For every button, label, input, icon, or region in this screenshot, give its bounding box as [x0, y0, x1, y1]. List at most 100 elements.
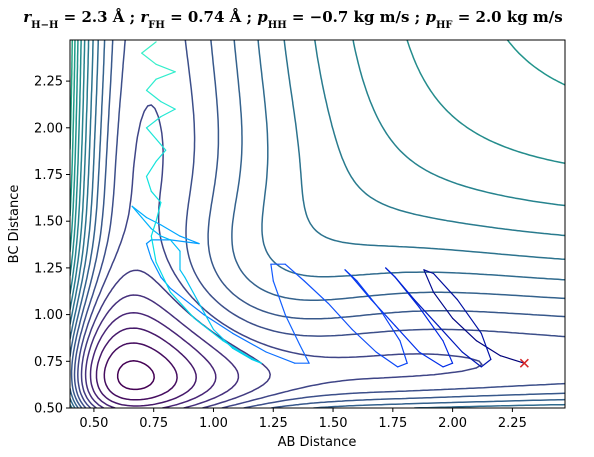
trajectory-segment — [145, 78, 157, 92]
chart-title: rH−H = 2.3 Å ; rFH = 0.74 Å ; pHH = −0.7… — [23, 8, 562, 31]
trajectory-segment — [160, 235, 171, 241]
trajectory-segment — [385, 267, 396, 278]
trajectory-segment — [145, 239, 152, 245]
contour-level-11 — [70, 40, 565, 408]
trajectory-segment — [179, 269, 186, 278]
trajectory-segment — [442, 340, 454, 364]
contour-lines — [70, 40, 565, 408]
trajectory-segment — [145, 160, 157, 177]
y-tick-label: 1.00 — [34, 308, 63, 323]
y-axis: 0.50 0.75 1.00 1.25 1.50 1.75 2.00 2.25 — [34, 75, 70, 417]
trajectory-segment — [246, 355, 262, 364]
trajectory-segment — [399, 340, 408, 364]
trajectory-segment — [193, 317, 224, 342]
contour-level-3 — [89, 312, 217, 408]
x-tick-label: 0.50 — [79, 416, 108, 431]
x-tick-label: 1.25 — [259, 416, 288, 431]
x-axis-label: AB Distance — [278, 435, 357, 450]
x-tick-label: 1.00 — [199, 416, 228, 431]
trajectory-segment — [270, 263, 274, 282]
contour-level-6 — [77, 104, 483, 408]
trajectory-segment — [150, 220, 157, 237]
trajectory-segment — [265, 351, 296, 364]
trajectory-segment — [432, 291, 454, 319]
trajectory-segment — [198, 302, 215, 331]
trajectory-segment — [499, 355, 525, 364]
trajectory-segment — [141, 52, 157, 65]
trajectory-segment — [351, 328, 377, 353]
trajectory-segment — [299, 343, 310, 364]
trajectory-segment — [150, 190, 162, 204]
contour-level-0 — [116, 360, 155, 391]
trajectory-segment — [169, 291, 195, 319]
trajectory-segment — [284, 314, 301, 346]
trajectory — [131, 41, 525, 368]
y-tick-label: 0.75 — [34, 355, 63, 370]
trajectory-segment — [442, 362, 454, 368]
trajectory-segment — [169, 239, 181, 252]
trajectory-segment — [155, 201, 162, 222]
trajectory-segment — [184, 299, 205, 316]
y-tick-label: 1.75 — [34, 168, 63, 183]
trajectory-segment — [351, 276, 372, 301]
trajectory-segment — [461, 351, 482, 368]
x-tick-label: 1.50 — [319, 416, 348, 431]
trajectory-segment — [145, 243, 152, 260]
trajectory-segment — [272, 280, 286, 316]
trajectory-segment — [203, 314, 234, 334]
trajectory-segment — [480, 358, 492, 368]
y-axis-label: BC Distance — [7, 185, 22, 264]
trajectory-segment — [145, 175, 152, 192]
trajectory-segment — [160, 224, 181, 237]
trajectory-segment — [394, 276, 420, 308]
trajectory-segment — [375, 351, 399, 368]
trajectory-segment — [169, 239, 200, 245]
contour-level-1 — [103, 342, 178, 401]
trajectory-segment — [327, 302, 353, 331]
trajectory-segment — [423, 269, 435, 293]
trajectory-segment — [284, 263, 305, 282]
trajectory-segment — [155, 149, 167, 162]
contour-level-8 — [70, 40, 565, 408]
trajectory-segment — [150, 235, 157, 263]
trajectory-segment — [155, 261, 171, 293]
trajectory-segment — [418, 351, 444, 368]
trajectory-segment — [141, 41, 157, 54]
trajectory-segment — [480, 332, 492, 360]
trajectory-segment — [232, 347, 253, 360]
y-tick-label: 2.25 — [34, 75, 63, 90]
trajectory-segment — [380, 310, 401, 342]
trajectory-segment — [356, 280, 382, 312]
trajectory-segment — [145, 89, 162, 103]
trajectory-segment — [184, 276, 200, 304]
y-tick-label: 0.50 — [34, 402, 63, 417]
x-axis: 0.50 0.75 1.00 1.25 1.50 1.75 2.00 2.25 — [79, 408, 527, 431]
trajectory-segment — [437, 325, 463, 353]
y-tick-label: 1.25 — [34, 261, 63, 276]
trajectory-segment — [432, 272, 458, 301]
trajectory-segment — [423, 269, 435, 275]
plot-area — [70, 40, 565, 408]
trajectory-segment — [145, 115, 162, 129]
start-marker — [519, 358, 529, 368]
plot-frame — [69, 39, 566, 409]
trajectory-segment — [394, 325, 420, 353]
y-tick-label: 2.00 — [34, 121, 63, 136]
contour-level-2 — [95, 327, 197, 407]
trajectory-segment — [418, 306, 444, 342]
trajectory-segment — [169, 287, 186, 301]
trajectory-segment — [475, 340, 501, 357]
trajectory-segment — [141, 216, 152, 230]
trajectory-segment — [232, 332, 267, 353]
contour-level-5 — [80, 269, 271, 408]
trajectory-segment — [160, 108, 176, 118]
trajectory-segment — [179, 235, 200, 245]
start-marker-x — [519, 358, 529, 368]
trajectory-segment — [413, 299, 439, 327]
y-tick-label: 1.50 — [34, 215, 63, 230]
trajectory-segment — [131, 205, 143, 219]
trajectory-segment — [452, 317, 478, 342]
trajectory-segment — [397, 362, 408, 368]
trajectory-segment — [131, 205, 148, 219]
